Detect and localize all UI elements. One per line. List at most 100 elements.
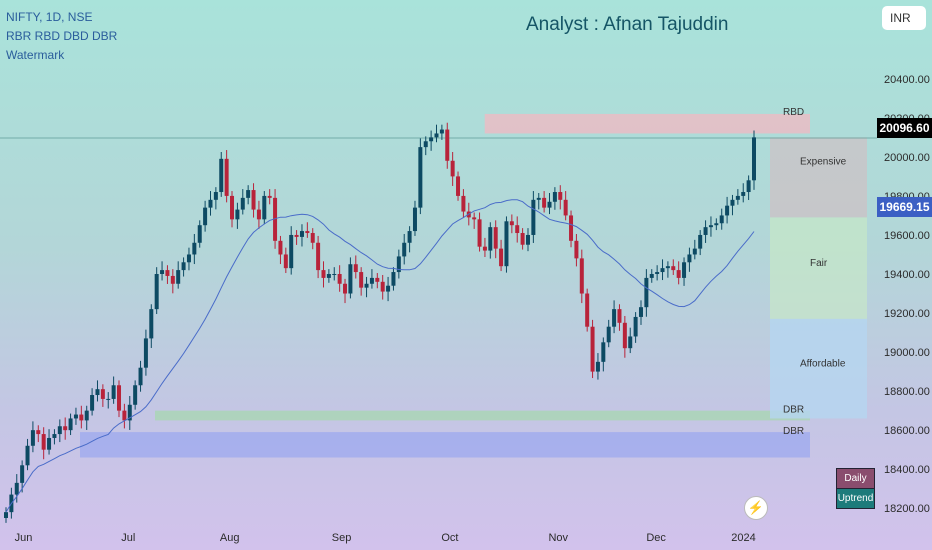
- candle-body: [628, 336, 633, 349]
- candle-body: [741, 192, 746, 196]
- candle-body: [208, 199, 213, 208]
- candle-body: [687, 254, 692, 263]
- candle-body: [294, 234, 299, 237]
- candle-body: [213, 192, 218, 200]
- candle-body: [698, 234, 703, 249]
- candle-body: [359, 272, 364, 288]
- y-axis-tick: 18400.00: [884, 464, 930, 476]
- candle-body: [149, 309, 154, 339]
- candle-body: [515, 225, 520, 234]
- candle-body: [638, 307, 643, 317]
- zone-label-dbr-1: DBR: [783, 405, 804, 416]
- candle-body: [84, 410, 89, 421]
- candle-body: [429, 137, 434, 142]
- legend-uptrend: Uptrend: [836, 488, 875, 509]
- candle-body: [186, 254, 191, 263]
- candle-body: [665, 266, 670, 269]
- candle-body: [493, 227, 498, 249]
- candle-body: [418, 147, 423, 208]
- ma-price-tag: 19669.15: [877, 197, 932, 217]
- candle-body: [423, 141, 428, 148]
- demand-zone-dbr-2: [80, 432, 810, 458]
- watermark-label[interactable]: Watermark: [6, 48, 65, 62]
- candle-body: [617, 309, 622, 323]
- candle-body: [310, 233, 315, 243]
- currency-button[interactable]: INR: [882, 6, 926, 30]
- candle-body: [375, 277, 380, 282]
- candle-body: [730, 199, 735, 206]
- candle-body: [79, 414, 84, 421]
- candle-body: [90, 395, 95, 411]
- candle-body: [326, 274, 331, 278]
- candle-body: [154, 274, 159, 310]
- candle-body: [396, 256, 401, 273]
- candle-body: [321, 270, 326, 278]
- candle-body: [380, 281, 385, 292]
- candle-body: [391, 272, 396, 286]
- candle-body: [68, 418, 73, 431]
- x-axis-tick: 2024: [731, 532, 755, 544]
- y-axis-tick: 19600.00: [884, 230, 930, 242]
- candle-body: [36, 430, 41, 435]
- candle-body: [601, 342, 606, 362]
- candle-body: [590, 326, 595, 372]
- candle-body: [251, 190, 256, 210]
- candle-body: [283, 254, 288, 269]
- candle-body: [434, 133, 439, 138]
- candle-body: [412, 207, 417, 232]
- candle-body: [127, 404, 132, 421]
- x-axis-tick: Sep: [332, 532, 352, 544]
- candle-body: [542, 197, 547, 208]
- candle-body: [407, 231, 412, 243]
- candle-body: [714, 223, 719, 226]
- symbol-label[interactable]: NIFTY, 1D, NSE: [6, 10, 93, 24]
- y-axis-tick: 19400.00: [884, 269, 930, 281]
- y-axis-tick: 19000.00: [884, 347, 930, 359]
- candle-body: [725, 205, 730, 216]
- y-axis-tick: 18800.00: [884, 386, 930, 398]
- candle-body: [552, 192, 557, 202]
- x-axis-tick: Aug: [220, 532, 240, 544]
- candle-body: [30, 430, 35, 446]
- candle-body: [256, 209, 261, 220]
- candle-body: [579, 258, 584, 294]
- candle-body: [117, 385, 122, 411]
- candle-body: [735, 195, 740, 200]
- supply-zone-rbd: [484, 113, 810, 134]
- candle-body: [197, 225, 202, 243]
- candle-body: [230, 195, 235, 220]
- candle-body: [622, 322, 627, 349]
- candle-body: [558, 192, 563, 200]
- candle-body: [41, 434, 46, 450]
- candle-body: [111, 385, 116, 399]
- candle-body: [509, 221, 514, 226]
- candle-body: [47, 437, 52, 450]
- candle-body: [289, 234, 294, 269]
- candle-body: [165, 270, 170, 276]
- x-axis-tick: Dec: [646, 532, 666, 544]
- candle-body: [574, 240, 579, 259]
- candle-body: [445, 129, 450, 161]
- candle-body: [4, 512, 8, 518]
- candle-body: [649, 274, 654, 278]
- candle-body: [267, 195, 272, 198]
- zone-label-rbd: RBD: [783, 107, 804, 118]
- candle-body: [353, 264, 358, 273]
- candle-body: [499, 248, 504, 267]
- candle-body: [337, 274, 342, 284]
- candle-body: [456, 176, 461, 196]
- y-axis-tick: 19200.00: [884, 308, 930, 320]
- lightning-icon[interactable]: ⚡: [744, 496, 768, 520]
- zone-label-dbr-2: DBR: [783, 426, 804, 437]
- candle-body: [273, 197, 278, 241]
- candle-body: [477, 219, 482, 247]
- candle-body: [703, 227, 708, 235]
- candle-body: [386, 285, 391, 292]
- candle-body: [472, 217, 477, 220]
- x-axis-tick: Nov: [548, 532, 568, 544]
- indicator-label[interactable]: RBR RBD DBD DBR: [6, 29, 118, 43]
- candle-body: [224, 158, 229, 196]
- candle-body: [682, 262, 687, 278]
- candle-body: [708, 225, 713, 228]
